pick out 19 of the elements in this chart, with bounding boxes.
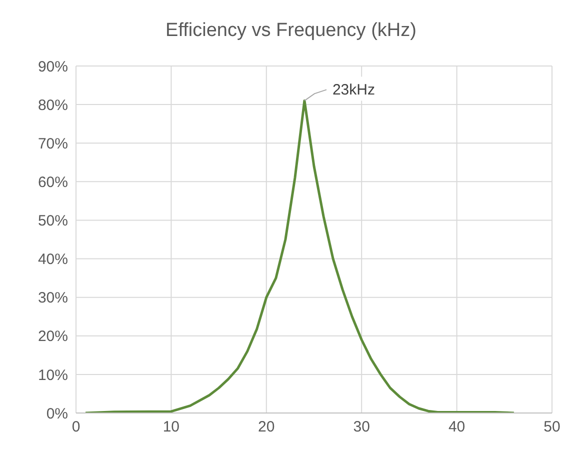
line-series (84, 99, 516, 413)
y-tick-label: 60% (38, 174, 68, 191)
x-tick-label: 30 (353, 418, 370, 436)
y-tick-label: 80% (38, 96, 68, 114)
chart-title: Efficiency vs Frequency (kHz) (164, 19, 418, 43)
y-tick-label: 40% (38, 251, 68, 268)
y-tick-label: 90% (38, 58, 68, 76)
y-tick-label: 50% (38, 212, 68, 230)
x-tick-label: 10 (162, 418, 180, 436)
y-tick-label: 20% (38, 328, 68, 346)
y-tick-label: 0% (46, 405, 68, 422)
y-tick-label: 70% (38, 135, 68, 152)
x-tick-label: 20 (258, 418, 275, 436)
annotation: 23kHz (332, 82, 376, 99)
y-tick-label: 10% (38, 366, 68, 384)
x-tick-label: 0 (72, 418, 80, 436)
x-tick-label: 50 (544, 418, 560, 436)
y-tick-label: 30% (38, 290, 68, 307)
x-tick-label: 40 (448, 418, 466, 436)
